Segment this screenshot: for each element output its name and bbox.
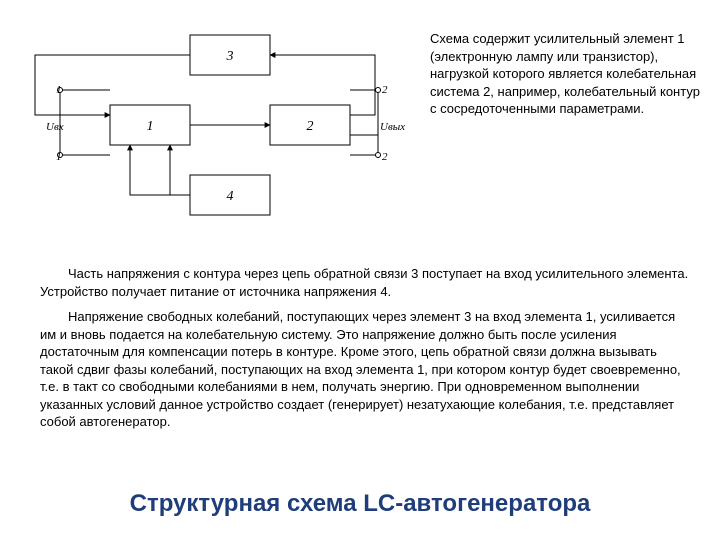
svg-text:2: 2 [307,119,314,134]
svg-text:1: 1 [56,84,62,96]
diagram: 1 2 3 4 1 Uвх 1 2 Uвых 2 [20,20,420,240]
svg-text:4: 4 [227,189,234,204]
svg-text:3: 3 [226,49,234,64]
svg-text:Uвых: Uвых [380,121,405,133]
svg-text:2: 2 [382,151,388,163]
body-text: Часть напряжения с контура через цепь об… [40,265,690,439]
svg-text:2: 2 [382,84,388,96]
side-paragraph: Схема содержит усилительный элемент 1 (э… [430,30,700,118]
body-paragraph-1: Часть напряжения с контура через цепь об… [40,265,690,300]
svg-text:1: 1 [56,151,62,163]
svg-text:Uвх: Uвх [46,121,64,133]
body-paragraph-2: Напряжение свободных колебаний, поступаю… [40,308,690,431]
page-title: Структурная схема LC-автогенератора [0,490,720,518]
svg-text:1: 1 [147,119,154,134]
